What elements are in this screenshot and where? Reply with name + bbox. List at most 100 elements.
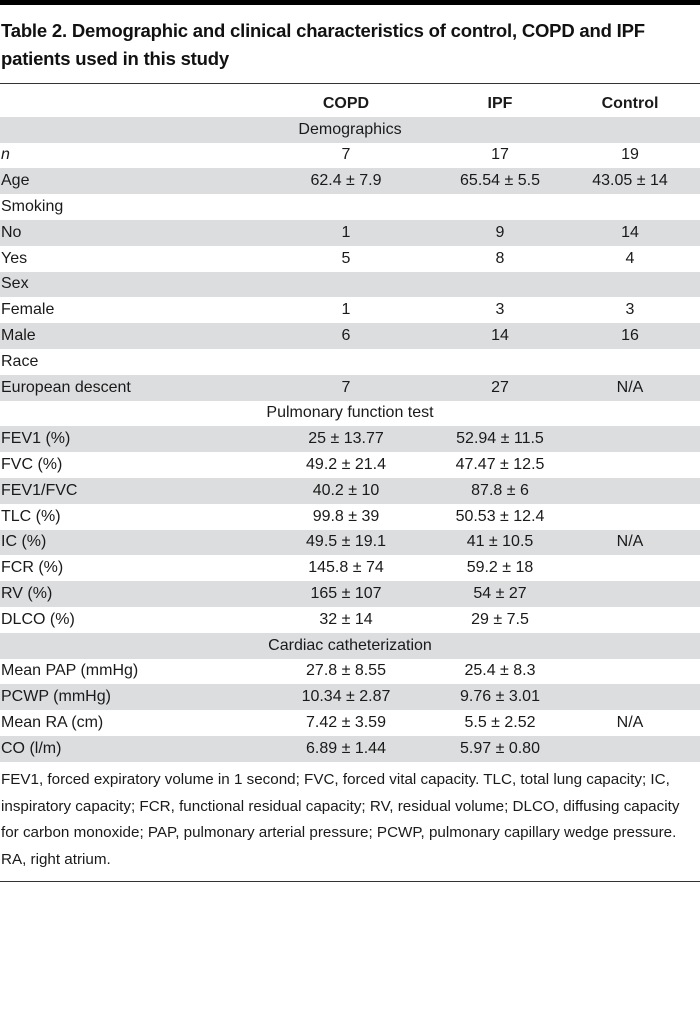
- column-header-control: Control: [601, 94, 659, 112]
- table-row: Sex: [0, 271, 700, 298]
- cell-ipf: 52.94 ± 11.5: [456, 430, 544, 448]
- row-label: Sex: [1, 275, 29, 293]
- table-row: CO (l/m) 6.89 ± 1.44 5.97 ± 0.80: [0, 735, 700, 762]
- row-label: Race: [1, 352, 39, 370]
- cell-ipf: 5.97 ± 0.80: [460, 739, 540, 757]
- table-row: Mean PAP (mmHg) 27.8 ± 8.55 25.4 ± 8.3: [0, 658, 700, 685]
- cell-copd: 7: [341, 378, 351, 396]
- row-label: European descent: [1, 378, 131, 396]
- top-bar: [0, 0, 700, 5]
- cell-copd: 5: [341, 249, 351, 267]
- row-label: RV (%): [1, 585, 53, 603]
- cell-ipf: 54 ± 27: [473, 585, 527, 603]
- cell-ipf: 59.2 ± 18: [466, 559, 534, 577]
- table-row: RV (%) 165 ± 107 54 ± 27: [0, 581, 700, 607]
- row-label: FEV1/FVC: [1, 481, 78, 499]
- bottom-rule: [0, 881, 700, 882]
- row-label: No: [1, 223, 22, 241]
- cell-copd: 49.2 ± 21.4: [306, 456, 386, 474]
- column-header-ipf: IPF: [487, 94, 513, 112]
- cell-copd: 1: [341, 301, 351, 319]
- characteristics-table: COPD IPF Control Demographics n 7 17 19 Age 62…: [0, 91, 700, 762]
- cell-ipf: 29 ± 7.5: [471, 610, 529, 628]
- row-label: n: [1, 146, 10, 164]
- cell-control: 16: [621, 327, 639, 345]
- cell-copd: 49.5 ± 19.1: [306, 533, 386, 551]
- cell-control: 19: [621, 146, 639, 164]
- cell-copd: 7: [341, 146, 351, 164]
- cell-ipf: 41 ± 10.5: [466, 533, 534, 551]
- cell-copd: 99.8 ± 39: [312, 507, 380, 525]
- cell-control: N/A: [616, 533, 644, 551]
- row-label: TLC (%): [1, 507, 61, 525]
- table-row: Female 1 3 3: [0, 297, 700, 324]
- row-label: FVC (%): [1, 456, 63, 474]
- table-row: FVC (%) 49.2 ± 21.4 47.47 ± 12.5: [0, 452, 700, 478]
- section-header-row: Pulmonary function test: [0, 400, 700, 427]
- cell-ipf: 47.47 ± 12.5: [455, 456, 545, 474]
- cell-ipf: 65.54 ± 5.5: [460, 172, 540, 190]
- table-row: Smoking: [0, 194, 700, 220]
- section-header-row: Demographics: [0, 116, 700, 143]
- cell-copd: 6.89 ± 1.44: [306, 739, 386, 757]
- cell-ipf: 25.4 ± 8.3: [464, 662, 536, 680]
- row-label: FCR (%): [1, 559, 64, 577]
- row-label: Age: [1, 172, 30, 190]
- cell-ipf: 9.76 ± 3.01: [460, 688, 540, 706]
- column-header-copd: COPD: [322, 94, 370, 112]
- cell-copd: 165 ± 107: [310, 585, 382, 603]
- cell-ipf: 3: [495, 301, 505, 319]
- cell-copd: 25 ± 13.77: [308, 430, 384, 448]
- table-row: n 7 17 19: [0, 142, 700, 169]
- row-label: DLCO (%): [1, 610, 75, 628]
- cell-copd: 6: [341, 327, 351, 345]
- table-row: FCR (%) 145.8 ± 74 59.2 ± 18: [0, 555, 700, 582]
- cell-copd: 145.8 ± 74: [308, 559, 384, 577]
- table-row: Race: [0, 348, 700, 375]
- row-label: Yes: [1, 249, 28, 267]
- cell-ipf: 5.5 ± 2.52: [464, 714, 536, 732]
- header-row: COPD IPF Control: [0, 91, 700, 117]
- cell-copd: 7.42 ± 3.59: [306, 714, 386, 732]
- cell-copd: 40.2 ± 10: [312, 481, 380, 499]
- row-label: CO (l/m): [1, 739, 62, 757]
- cell-ipf: 8: [495, 249, 505, 267]
- table-row: Yes 5 8 4: [0, 245, 700, 272]
- table-row: Male 6 14 16: [0, 323, 700, 349]
- section-label: Pulmonary function test: [266, 404, 434, 422]
- table-row: FEV1 (%) 25 ± 13.77 52.94 ± 11.5: [0, 426, 700, 453]
- cell-control: 14: [621, 223, 639, 241]
- row-label: Mean RA (cm): [1, 714, 104, 732]
- table-row: TLC (%) 99.8 ± 39 50.53 ± 12.4: [0, 503, 700, 530]
- cell-ipf: 9: [495, 223, 505, 241]
- section-label: Demographics: [298, 120, 402, 138]
- cell-copd: 10.34 ± 2.87: [301, 688, 391, 706]
- table-row: No 1 9 14: [0, 219, 700, 246]
- cell-control: N/A: [616, 378, 644, 396]
- cell-copd: 27.8 ± 8.55: [306, 662, 386, 680]
- cell-control: 4: [625, 249, 635, 267]
- cell-control: 43.05 ± 14: [592, 172, 668, 190]
- cell-control: 3: [625, 301, 635, 319]
- cell-copd: 62.4 ± 7.9: [310, 172, 382, 190]
- section-header-row: Cardiac catheterization: [0, 632, 700, 659]
- table-row: PCWP (mmHg) 10.34 ± 2.87 9.76 ± 3.01: [0, 684, 700, 711]
- section-label: Cardiac catheterization: [268, 636, 432, 654]
- row-label: IC (%): [1, 533, 47, 551]
- cell-ipf: 87.8 ± 6: [471, 481, 529, 499]
- table-row: FEV1/FVC 40.2 ± 10 87.8 ± 6: [0, 477, 700, 504]
- row-label: Male: [1, 327, 36, 345]
- row-label: FEV1 (%): [1, 430, 71, 448]
- table-row: Age 62.4 ± 7.9 65.54 ± 5.5 43.05 ± 14: [0, 168, 700, 195]
- cell-copd: 1: [341, 223, 351, 241]
- table-row: Mean RA (cm) 7.42 ± 3.59 5.5 ± 2.52 N/A: [0, 710, 700, 736]
- row-label: Female: [1, 301, 55, 319]
- cell-control: N/A: [616, 714, 644, 732]
- table-row: European descent 7 27 N/A: [0, 374, 700, 401]
- table-footnote: FEV1, forced expiratory volume in 1 seco…: [1, 771, 680, 868]
- row-label: Mean PAP (mmHg): [1, 662, 139, 680]
- row-label: PCWP (mmHg): [1, 688, 111, 706]
- cell-ipf: 14: [491, 327, 509, 345]
- cell-ipf: 27: [491, 378, 509, 396]
- cell-ipf: 17: [491, 146, 509, 164]
